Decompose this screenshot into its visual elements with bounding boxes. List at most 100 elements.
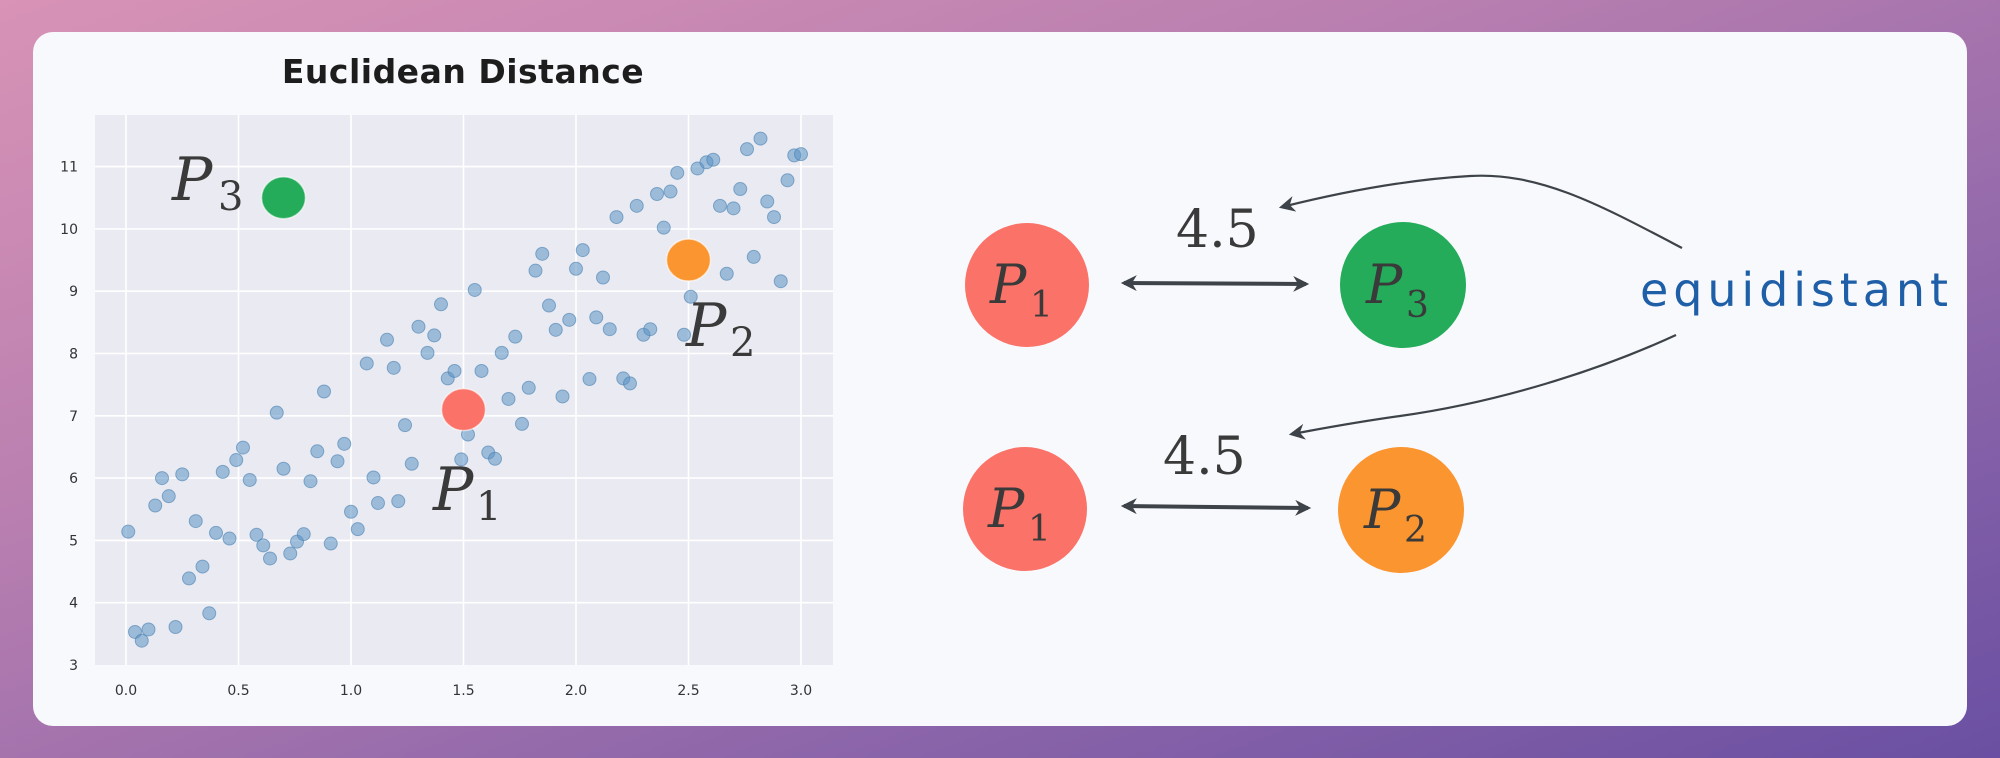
- node-p2: [1338, 447, 1464, 573]
- chart-title: Euclidean Distance: [281, 52, 645, 91]
- data-point: [548, 322, 563, 337]
- data-point: [371, 496, 385, 511]
- data-point: [296, 527, 311, 542]
- data-point: [501, 391, 516, 406]
- svg-text:P: P: [989, 253, 1028, 316]
- y-tick-label: 10: [60, 222, 78, 238]
- data-point: [726, 201, 741, 216]
- data-point: [398, 418, 412, 433]
- data-point: [663, 184, 678, 199]
- highlighted-points: [260, 176, 712, 432]
- data-point: [623, 376, 637, 391]
- svg-text:P: P: [1363, 478, 1402, 541]
- curved-arrow-top: [1278, 174, 1683, 249]
- data-point: [330, 454, 345, 469]
- highlight-point-p2: [665, 238, 712, 282]
- data-point: [222, 531, 237, 546]
- distance-label: 4.5: [1163, 427, 1246, 487]
- data-point: [209, 525, 223, 540]
- svg-text:3: 3: [1406, 285, 1429, 326]
- data-point: [794, 147, 808, 162]
- data-point: [303, 474, 318, 489]
- y-axis-ticks: 3 4 5 6 7 8 9 10 11: [60, 160, 78, 674]
- data-point: [121, 524, 136, 539]
- data-point: [773, 274, 788, 289]
- svg-text:3: 3: [218, 174, 243, 220]
- data-point: [596, 270, 610, 285]
- data-point: [242, 472, 257, 487]
- equidistant-annotation: equidistant: [1278, 174, 1948, 440]
- data-point: [609, 210, 624, 225]
- data-point: [168, 619, 183, 634]
- data-point: [656, 220, 671, 235]
- data-point: [215, 464, 230, 479]
- svg-text:equidistant: equidistant: [1640, 263, 1948, 317]
- data-point: [447, 363, 462, 378]
- svg-text:1: 1: [1030, 285, 1053, 326]
- pair-p1-p2: P 1 4.5 P 2: [963, 427, 1464, 573]
- svg-text:P: P: [171, 145, 214, 215]
- data-point: [283, 546, 298, 561]
- x-axis-ticks: 0.0 0.5 1.0 1.5 2.0 2.5 3.0: [115, 683, 812, 699]
- x-tick-label: 1.0: [340, 683, 362, 699]
- curved-arrow-bottom: [1288, 334, 1677, 440]
- y-tick-label: 8: [69, 347, 78, 363]
- data-point: [719, 266, 734, 281]
- data-point: [148, 498, 163, 513]
- data-point: [569, 261, 583, 276]
- data-point: [643, 322, 658, 337]
- data-point: [366, 470, 381, 485]
- svg-text:1: 1: [1028, 509, 1051, 550]
- data-point: [713, 198, 727, 213]
- data-point: [195, 559, 210, 574]
- x-tick-label: 3.0: [790, 683, 812, 699]
- data-point: [276, 461, 291, 476]
- data-point: [155, 471, 169, 486]
- data-point: [256, 538, 271, 553]
- data-point: [508, 329, 523, 344]
- data-point: [236, 440, 250, 455]
- svg-text:P: P: [1365, 253, 1404, 316]
- data-point: [175, 467, 190, 482]
- data-point: [359, 356, 374, 371]
- y-tick-label: 6: [69, 471, 78, 487]
- highlight-point-p1: [440, 387, 487, 432]
- data-point: [386, 360, 401, 375]
- data-point: [134, 633, 149, 648]
- x-tick-label: 0.5: [227, 683, 249, 699]
- pair-p1-p3: P 1 4.5 P 3: [965, 200, 1466, 348]
- data-point: [337, 436, 352, 451]
- x-tick-label: 2.5: [677, 683, 699, 699]
- label-p2: P 2: [685, 291, 755, 366]
- data-point: [542, 298, 556, 313]
- svg-text:1: 1: [476, 484, 501, 530]
- data-point: [467, 282, 482, 297]
- data-point: [488, 451, 502, 466]
- y-tick-label: 3: [69, 658, 78, 674]
- data-point: [317, 384, 331, 399]
- data-point: [650, 187, 664, 202]
- y-tick-label: 11: [60, 160, 78, 176]
- x-tick-label: 0.0: [115, 683, 137, 699]
- data-point: [494, 345, 509, 360]
- data-point: [454, 452, 469, 467]
- data-point: [350, 522, 365, 537]
- data-point: [344, 504, 358, 519]
- data-point: [760, 194, 775, 209]
- data-point: [182, 571, 196, 586]
- data-points: [121, 131, 808, 648]
- data-point: [575, 243, 590, 258]
- data-point: [780, 173, 795, 188]
- data-point: [404, 456, 419, 471]
- data-point: [249, 527, 264, 542]
- data-point: [141, 622, 156, 637]
- data-point: [602, 322, 617, 337]
- data-point: [582, 372, 597, 387]
- data-point: [670, 165, 685, 180]
- y-tick-label: 5: [69, 533, 78, 549]
- double-arrow: [1120, 275, 1310, 292]
- y-tick-label: 4: [69, 596, 78, 612]
- data-point: [677, 327, 691, 342]
